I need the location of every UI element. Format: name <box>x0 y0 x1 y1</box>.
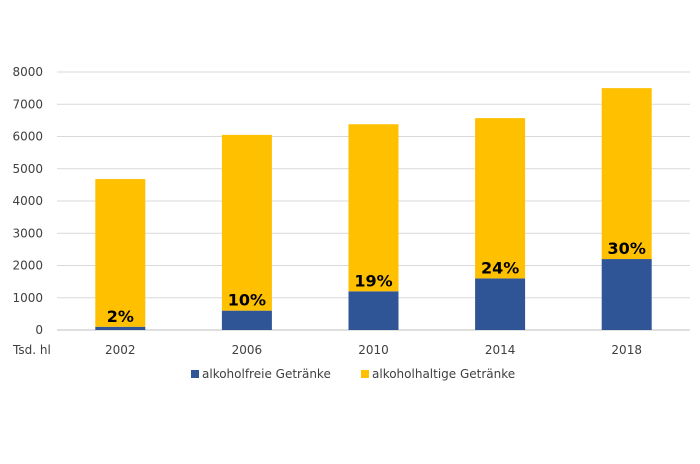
bar-segment-alkoholhaltig <box>601 88 652 260</box>
x-tick-label: 2010 <box>358 343 389 357</box>
y-tick-label: 4000 <box>12 194 43 208</box>
y-axis: 0 1000 2000 3000 4000 5000 6000 7000 8000 <box>12 65 43 337</box>
y-tick-label: 2000 <box>12 259 43 273</box>
data-label: 10% <box>228 291 266 310</box>
x-tick-label: 2002 <box>105 343 136 357</box>
data-label: 30% <box>608 239 646 258</box>
bar-segment-alkoholhaltig <box>348 124 399 292</box>
legend-label: alkoholfreie Getränke <box>202 367 331 381</box>
legend-swatch <box>191 370 199 378</box>
legend-swatch <box>361 370 369 378</box>
y-tick-label: 7000 <box>12 97 43 111</box>
bar-segment-alkoholfrei <box>475 278 526 330</box>
bars <box>95 88 652 330</box>
y-tick-label: 5000 <box>12 162 43 176</box>
data-label: 19% <box>354 271 392 290</box>
bar-segment-alkoholhaltig <box>475 118 526 279</box>
bar-segment-alkoholhaltig <box>221 134 272 311</box>
bar-segment-alkoholfrei <box>95 326 146 330</box>
data-labels: 2% 10% 19% 24% 30% <box>107 239 646 326</box>
y-tick-label: 0 <box>35 323 43 337</box>
unit-label: Tsd. hl <box>12 343 51 357</box>
bar-segment-alkoholhaltig <box>95 179 146 327</box>
x-tick-label: 2018 <box>611 343 642 357</box>
data-label: 2% <box>107 307 134 326</box>
y-tick-label: 3000 <box>12 226 43 240</box>
legend: alkoholfreie Getränke alkoholhaltige Getr… <box>191 367 515 381</box>
y-tick-label: 8000 <box>12 65 43 79</box>
y-tick-label: 1000 <box>12 291 43 305</box>
x-axis: Tsd. hl 2002 2006 2010 2014 2018 <box>12 343 642 357</box>
x-tick-label: 2006 <box>232 343 263 357</box>
x-tick-label: 2014 <box>485 343 516 357</box>
y-tick-label: 6000 <box>12 130 43 144</box>
data-label: 24% <box>481 258 519 277</box>
bar-segment-alkoholfrei <box>348 291 399 330</box>
legend-label: alkoholhaltige Getränke <box>372 367 515 381</box>
bar-segment-alkoholfrei <box>221 310 272 330</box>
bar-segment-alkoholfrei <box>601 259 652 330</box>
